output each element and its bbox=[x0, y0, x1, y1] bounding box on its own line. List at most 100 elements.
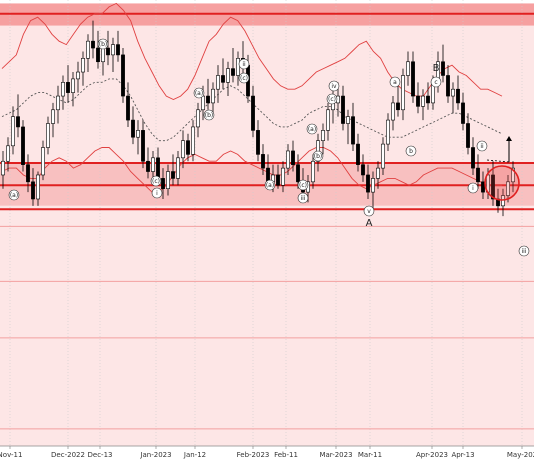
wave-label: iv bbox=[331, 83, 337, 90]
candle-down bbox=[141, 130, 145, 162]
candle-up bbox=[376, 167, 380, 179]
wave-label: (c) bbox=[240, 75, 248, 82]
candle-up bbox=[176, 157, 180, 179]
x-axis-band bbox=[0, 446, 534, 462]
candle-up bbox=[86, 40, 90, 59]
candle-up bbox=[81, 58, 85, 73]
candle-down bbox=[126, 95, 130, 121]
candle-up bbox=[326, 109, 330, 131]
x-tick-label: Apr-2023 bbox=[416, 451, 448, 459]
wave-degree-label: A bbox=[366, 218, 373, 229]
wave-label-marker bbox=[203, 109, 215, 121]
x-tick-label: May-202 bbox=[507, 451, 534, 459]
x-tick-label: Feb-2023 bbox=[237, 451, 270, 459]
candle-down bbox=[466, 123, 470, 148]
candle-down bbox=[296, 164, 300, 183]
candle-down bbox=[291, 150, 295, 165]
candle-up bbox=[236, 58, 240, 76]
candle-up bbox=[421, 95, 425, 107]
wave-label-marker bbox=[312, 150, 324, 162]
x-tick-label: Mar-11 bbox=[358, 451, 382, 459]
wave-label: c bbox=[434, 79, 437, 86]
candle-up bbox=[451, 88, 455, 97]
candle-up bbox=[196, 109, 200, 128]
candle-down bbox=[146, 160, 150, 172]
candle-down bbox=[426, 95, 430, 104]
candle-down bbox=[96, 47, 100, 63]
candle-up bbox=[401, 75, 405, 111]
candle-down bbox=[26, 164, 30, 183]
candle-down bbox=[411, 61, 415, 97]
candle-down bbox=[121, 54, 125, 97]
wave-label-marker bbox=[238, 58, 250, 70]
candle-down bbox=[441, 61, 445, 76]
candle-up bbox=[46, 123, 50, 148]
wave-label-marker bbox=[405, 145, 417, 157]
candle-down bbox=[276, 174, 280, 186]
wave-label-marker bbox=[430, 76, 442, 88]
wave-label: (a) bbox=[266, 182, 274, 189]
candle-up bbox=[201, 95, 205, 111]
candle-down bbox=[186, 140, 190, 155]
candle-up bbox=[381, 143, 385, 169]
wave-label-marker bbox=[193, 87, 205, 99]
candle-down bbox=[171, 171, 175, 179]
candle-up bbox=[166, 171, 170, 189]
candle-down bbox=[341, 95, 345, 124]
wave-label: v bbox=[367, 208, 371, 215]
wave-label-marker bbox=[151, 187, 163, 199]
candle-down bbox=[461, 102, 465, 124]
candle-up bbox=[6, 145, 10, 162]
candle-down bbox=[361, 164, 365, 176]
wave-label-marker bbox=[238, 72, 250, 84]
candle-up bbox=[391, 102, 395, 121]
wave-label-marker bbox=[467, 182, 479, 194]
x-tick-label: Feb-11 bbox=[274, 451, 298, 459]
candle-up bbox=[181, 140, 185, 159]
wave-label-marker bbox=[328, 80, 340, 92]
candle-up bbox=[1, 160, 5, 176]
wave-label-marker bbox=[97, 38, 109, 50]
x-tick-label: Mar-2023 bbox=[319, 451, 352, 459]
candle-up bbox=[506, 181, 510, 196]
wave-label: (c) bbox=[328, 96, 336, 103]
candle-up bbox=[61, 82, 65, 97]
candle-up bbox=[406, 61, 410, 76]
candle-up bbox=[371, 178, 375, 193]
candle-up bbox=[346, 116, 350, 124]
wave-label-marker bbox=[363, 205, 375, 217]
zone-3 bbox=[0, 205, 534, 446]
candle-up bbox=[511, 167, 515, 183]
wave-label: (c) bbox=[299, 182, 307, 189]
candle-down bbox=[91, 40, 95, 49]
wave-label-marker bbox=[476, 140, 488, 152]
candle-down bbox=[266, 167, 270, 183]
candle-up bbox=[136, 130, 140, 138]
candle-down bbox=[471, 147, 475, 169]
candle-down bbox=[21, 126, 25, 165]
candle-down bbox=[351, 116, 355, 145]
wave-label: b bbox=[409, 148, 413, 155]
x-tick-label: Nov-11 bbox=[0, 451, 22, 459]
candle-down bbox=[416, 95, 420, 107]
wave-label: (b) bbox=[314, 153, 323, 160]
arrow-head bbox=[506, 136, 512, 141]
bollinger-lower bbox=[1, 147, 502, 193]
wave-label: (a) bbox=[195, 90, 203, 97]
x-tick-label: Dec-13 bbox=[88, 451, 113, 459]
candle-down bbox=[256, 130, 260, 155]
wave-label-marker bbox=[264, 179, 276, 191]
candle-down bbox=[446, 75, 450, 97]
candle-up bbox=[11, 116, 15, 147]
wave-label: (b) bbox=[99, 41, 108, 48]
highlight-circle bbox=[484, 165, 520, 201]
candle-down bbox=[366, 174, 370, 193]
wave-label: i bbox=[472, 185, 474, 192]
candle-up bbox=[216, 75, 220, 90]
candle-up bbox=[281, 167, 285, 186]
wave-label: ii bbox=[480, 143, 484, 150]
candle-up bbox=[101, 47, 105, 63]
candle-up bbox=[211, 88, 215, 104]
candle-down bbox=[251, 95, 255, 131]
